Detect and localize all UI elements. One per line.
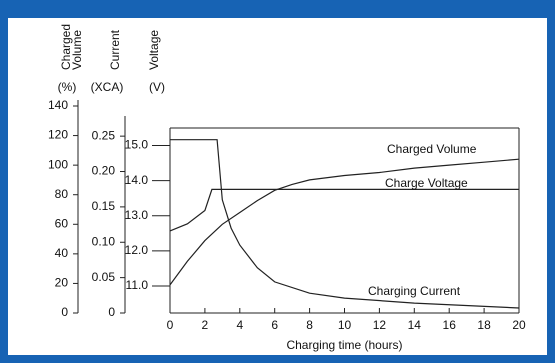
y-axis-unit: (V) [149, 80, 165, 94]
y-tick-label: 60 [55, 216, 69, 230]
x-tick-label: 20 [512, 318, 526, 332]
x-tick-label: 4 [236, 318, 243, 332]
y-tick-label: 0.15 [92, 199, 116, 213]
x-tick-label: 0 [167, 318, 174, 332]
x-axis-title: Charging time (hours) [286, 338, 402, 352]
y-tick-label: 0.20 [92, 164, 116, 178]
y-tick-label: 12.0 [125, 243, 149, 257]
y-axis-title: Volume [70, 30, 84, 70]
y-tick-label: 0.10 [92, 234, 116, 248]
y-axis-title: Current [108, 29, 122, 70]
y-tick-label: 0 [61, 305, 68, 319]
y-tick-label: 0.25 [92, 128, 116, 142]
y-axis-title: Charged [59, 24, 73, 70]
y-axis-unit: (XCA) [91, 80, 124, 94]
x-tick-label: 12 [373, 318, 387, 332]
y-tick-label: 15.0 [125, 138, 149, 152]
y-tick-label: 80 [55, 187, 69, 201]
x-tick-label: 2 [202, 318, 209, 332]
y-tick-label: 100 [48, 157, 68, 171]
x-tick-label: 10 [338, 318, 352, 332]
series-label: Charged Volume [387, 142, 477, 156]
x-tick-label: 8 [306, 318, 313, 332]
x-tick-label: 16 [443, 318, 457, 332]
y-axis-title: Voltage [147, 30, 161, 70]
y-tick-label: 11.0 [126, 278, 149, 292]
chart-panel [8, 18, 547, 355]
y-tick-label: 120 [48, 128, 68, 142]
series-label: Charge Voltage [385, 176, 468, 190]
y-tick-label: 13.0 [125, 208, 149, 222]
y-tick-label: 140 [48, 98, 68, 112]
x-tick-label: 6 [271, 318, 278, 332]
y-tick-label: 20 [55, 276, 69, 290]
y-tick-label: 0 [108, 305, 115, 319]
x-tick-label: 18 [477, 318, 491, 332]
y-axis-unit: (%) [58, 80, 77, 94]
y-tick-label: 14.0 [125, 173, 149, 187]
series-line [169, 158, 520, 286]
y-tick-label: 40 [55, 246, 69, 260]
series-label: Charging Current [368, 284, 461, 298]
x-tick-label: 14 [408, 318, 422, 332]
series-line [169, 188, 519, 232]
y-tick-label: 0.05 [92, 270, 116, 284]
series-line [170, 139, 520, 309]
